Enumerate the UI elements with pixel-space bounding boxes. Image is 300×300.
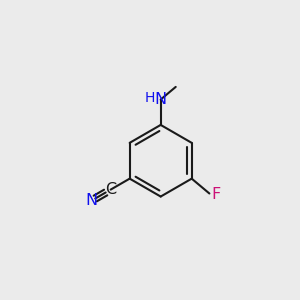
Text: N: N: [85, 193, 98, 208]
Text: C: C: [105, 182, 116, 197]
Text: H: H: [144, 91, 155, 105]
Text: F: F: [211, 187, 220, 202]
Text: N: N: [154, 92, 167, 107]
